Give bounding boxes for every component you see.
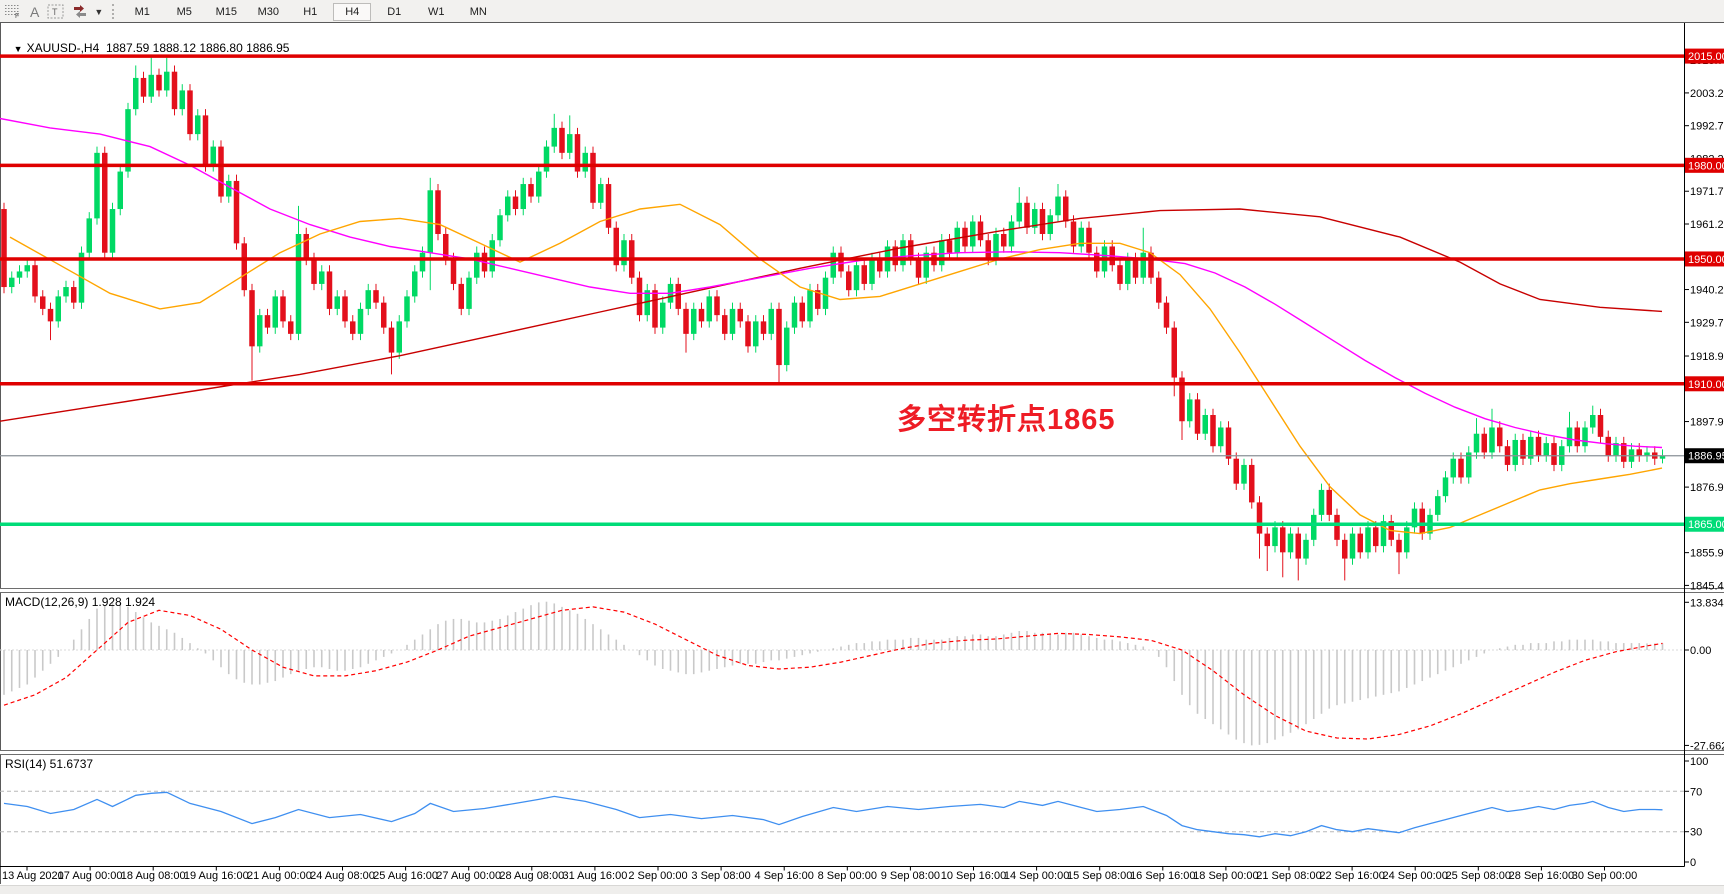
text-icon[interactable]: A: [30, 3, 40, 20]
macd-signal-line: [3, 606, 1663, 740]
svg-text:22 Sep 16:00: 22 Sep 16:00: [1319, 870, 1384, 882]
svg-text:1897.90: 1897.90: [1690, 417, 1724, 429]
timeframe-m30[interactable]: M30: [257, 5, 279, 18]
svg-text:30 Sep 00:00: 30 Sep 00:00: [1572, 870, 1637, 882]
svg-text:28 Sep 16:00: 28 Sep 16:00: [1509, 870, 1574, 882]
chart-symbol-header: ▼ XAUUSD-,H4 1887.59 1888.12 1886.80 1886…: [7, 27, 290, 55]
svg-text:21 Aug 00:00: 21 Aug 00:00: [247, 870, 312, 882]
axis-badge-1886.95: 1886.95: [1685, 448, 1724, 464]
svg-text:16 Sep 16:00: 16 Sep 16:00: [1130, 870, 1195, 882]
svg-text:70: 70: [1690, 786, 1702, 798]
svg-text:1992.70: 1992.70: [1690, 121, 1724, 133]
timeframe-h4[interactable]: H4: [333, 2, 372, 21]
candles: [1, 56, 1666, 581]
timeframe-d1[interactable]: D1: [387, 5, 402, 18]
timeframe-m1[interactable]: M1: [134, 5, 150, 18]
svg-text:21 Sep 08:00: 21 Sep 08:00: [1256, 870, 1321, 882]
svg-text:1971.70: 1971.70: [1690, 186, 1724, 198]
ma-slow-red: [0, 208, 1663, 422]
svg-text:1845.40: 1845.40: [1690, 580, 1724, 592]
svg-text:25 Sep 08:00: 25 Sep 08:00: [1446, 870, 1511, 882]
top-toolbar: F A T ▼ M1 M5 M15 M30 H1 H4 D1 W1 MN: [0, 0, 1724, 23]
svg-text:1876.90: 1876.90: [1690, 482, 1724, 494]
ma-magenta: [0, 117, 1663, 449]
svg-text:24 Sep 00:00: 24 Sep 00:00: [1382, 870, 1447, 882]
axis-badge-1950.00: 1950.00: [1685, 251, 1724, 267]
macd-histogram: [3, 601, 1664, 746]
svg-text:1940.20: 1940.20: [1690, 285, 1724, 297]
macd-indicator-label: MACD(12,26,9) 1.928 1.924: [5, 595, 156, 609]
price-axis-labels: 2013.702003.201992.701982.201971.701961.…: [1684, 55, 1724, 869]
svg-text:F: F: [15, 13, 19, 19]
text-label-icon[interactable]: T: [47, 3, 64, 21]
timeframe-w1[interactable]: W1: [428, 5, 445, 18]
svg-text:13.834: 13.834: [1690, 597, 1724, 609]
svg-text:19 Aug 16:00: 19 Aug 16:00: [184, 870, 249, 882]
axis-badge-1910.00: 1910.00: [1685, 376, 1724, 392]
fibonacci-icon[interactable]: F: [4, 3, 22, 21]
svg-text:25 Aug 16:00: 25 Aug 16:00: [373, 870, 438, 882]
svg-text:2003.20: 2003.20: [1690, 88, 1724, 100]
svg-text:9 Sep 08:00: 9 Sep 08:00: [881, 870, 940, 882]
svg-text:17 Aug 00:00: 17 Aug 00:00: [58, 870, 123, 882]
svg-text:1865.00: 1865.00: [1688, 519, 1724, 531]
svg-text:15 Sep 08:00: 15 Sep 08:00: [1067, 870, 1132, 882]
chart-annotation-text: 多空转折点1865: [897, 404, 1116, 436]
timeframe-m15[interactable]: M15: [215, 5, 237, 18]
svg-text:1980.00: 1980.00: [1688, 160, 1724, 172]
svg-text:24 Aug 08:00: 24 Aug 08:00: [310, 870, 375, 882]
rsi-line: [3, 791, 1663, 838]
arrows-dropdown-caret[interactable]: ▼: [94, 6, 104, 17]
svg-text:28 Aug 08:00: 28 Aug 08:00: [499, 870, 564, 882]
svg-text:1929.70: 1929.70: [1690, 317, 1724, 329]
svg-text:1961.20: 1961.20: [1690, 219, 1724, 231]
svg-text:1950.00: 1950.00: [1688, 254, 1724, 266]
svg-text:0: 0: [1690, 857, 1696, 869]
svg-text:18 Aug 08:00: 18 Aug 08:00: [121, 870, 186, 882]
collapse-triangle-icon[interactable]: ▼: [13, 44, 23, 54]
svg-text:100: 100: [1690, 756, 1708, 768]
svg-text:2 Sep 00:00: 2 Sep 00:00: [628, 870, 687, 882]
timeframe-m5[interactable]: M5: [176, 5, 192, 18]
axis-badge-2015.00: 2015.00: [1685, 48, 1724, 64]
symbol-quote-line: XAUUSD-,H4 1887.59 1888.12 1886.80 1886.…: [26, 41, 290, 55]
svg-text:1918.90: 1918.90: [1690, 351, 1724, 363]
svg-text:2015.00: 2015.00: [1688, 51, 1724, 63]
svg-text:31 Aug 16:00: 31 Aug 16:00: [562, 870, 627, 882]
svg-text:0.00: 0.00: [1690, 645, 1711, 657]
axis-badge-1980.00: 1980.00: [1685, 157, 1724, 173]
svg-text:13 Aug 2020: 13 Aug 2020: [2, 870, 64, 882]
arrows-icon[interactable]: [72, 3, 88, 21]
axis-badge-1865.00: 1865.00: [1685, 516, 1724, 532]
svg-text:18 Sep 00:00: 18 Sep 00:00: [1193, 870, 1258, 882]
svg-text:1886.95: 1886.95: [1688, 451, 1724, 463]
svg-text:1855.90: 1855.90: [1690, 548, 1724, 560]
svg-text:3 Sep 08:00: 3 Sep 08:00: [691, 870, 750, 882]
svg-text:1910.00: 1910.00: [1688, 379, 1724, 391]
toolbar-grip[interactable]: [112, 4, 115, 19]
svg-text:T: T: [52, 7, 58, 17]
svg-text:-27.662: -27.662: [1690, 740, 1724, 752]
svg-text:27 Aug 00:00: 27 Aug 00:00: [436, 870, 501, 882]
svg-text:10 Sep 16:00: 10 Sep 16:00: [941, 870, 1006, 882]
rsi-indicator-label: RSI(14) 51.6737: [5, 757, 94, 771]
svg-text:8 Sep 00:00: 8 Sep 00:00: [818, 870, 877, 882]
svg-text:4 Sep 16:00: 4 Sep 16:00: [755, 870, 814, 882]
ma-orange: [9, 203, 1663, 535]
svg-text:14 Sep 00:00: 14 Sep 00:00: [1004, 870, 1069, 882]
timeframe-h1[interactable]: H1: [303, 5, 318, 18]
timeframe-mn[interactable]: MN: [469, 5, 487, 18]
bottom-scroll-strip[interactable]: [0, 885, 1724, 894]
svg-text:30: 30: [1690, 827, 1702, 839]
